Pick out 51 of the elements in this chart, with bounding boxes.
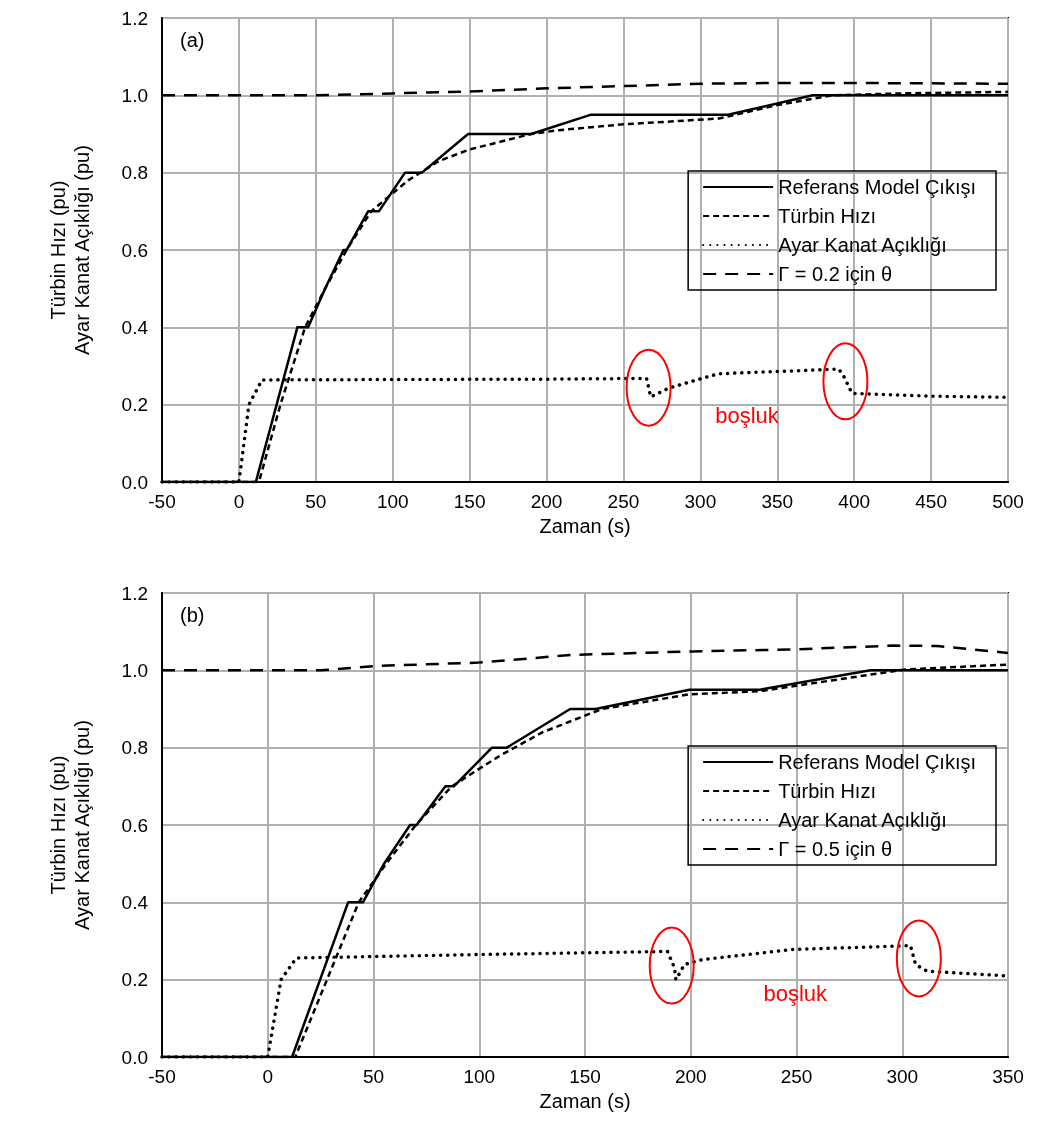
y-tick-label: 1.0 xyxy=(121,84,148,106)
x-tick-label: 100 xyxy=(463,1066,496,1087)
x-tick-label: 500 xyxy=(992,491,1024,512)
y-tick-label: 0.6 xyxy=(121,239,148,261)
x-tick-label: 50 xyxy=(305,491,327,512)
x-tick-label: 200 xyxy=(674,1066,707,1087)
y-tick-label: 0.0 xyxy=(121,1046,148,1068)
y-tick-label: 0.4 xyxy=(121,316,149,338)
annotation: (a) xyxy=(180,29,205,51)
legend-label: Ayar Kanat Açıklığı xyxy=(778,809,947,832)
x-tick-label: 300 xyxy=(886,1066,919,1087)
legend-label: Referans Model Çıkışı xyxy=(778,751,977,774)
x-axis-title: Zaman (s) xyxy=(539,515,631,537)
x-tick-label: 0 xyxy=(262,1066,274,1087)
annotation: boşluk xyxy=(763,981,829,1007)
y-tick-label: 0.0 xyxy=(121,471,148,493)
x-tick-label: 250 xyxy=(780,1066,813,1087)
x-axis-title: Zaman (s) xyxy=(539,1090,631,1112)
x-tick-label: 400 xyxy=(838,491,871,512)
y-tick-label: 0.2 xyxy=(121,969,148,991)
x-tick-label: 50 xyxy=(362,1066,385,1087)
x-tick-label: 250 xyxy=(607,491,640,512)
x-tick-label: -50 xyxy=(148,1066,176,1087)
x-tick-label: -50 xyxy=(148,491,176,512)
x-tick-label: 350 xyxy=(992,1066,1024,1087)
annotation: boşluk xyxy=(715,403,780,429)
y-tick-label: 0.6 xyxy=(121,814,148,836)
legend-label: Türbin Hızı xyxy=(778,780,876,803)
x-tick-label: 450 xyxy=(915,491,947,512)
y-axis-title: Türbin Hızı (pu) Ayar Kanat Açıklığı (pu) xyxy=(47,720,93,930)
y-tick-label: 0.4 xyxy=(121,891,149,913)
x-tick-label: 100 xyxy=(376,491,409,512)
x-tick-label: 150 xyxy=(569,1066,601,1087)
x-tick-label: 300 xyxy=(684,491,717,512)
y-axis-title: Türbin Hızı (pu) Ayar Kanat Açıklığı (pu) xyxy=(47,145,93,355)
y-tick-label: 1.2 xyxy=(121,7,148,29)
x-tick-label: 0 xyxy=(233,491,245,512)
y-tick-label: 0.8 xyxy=(121,737,148,759)
annotation: (b) xyxy=(180,604,205,626)
y-tick-label: 0.8 xyxy=(121,162,148,184)
x-tick-label: 350 xyxy=(761,491,794,512)
y-tick-label: 1.0 xyxy=(121,659,148,681)
legend-label: Türbin Hızı xyxy=(778,205,876,228)
x-tick-label: 150 xyxy=(453,491,486,512)
x-tick-label: 200 xyxy=(530,491,563,512)
legend-label: Referans Model Çıkışı xyxy=(778,176,977,199)
legend-label: Ayar Kanat Açıklığı xyxy=(778,234,947,257)
legend-label: Γ = 0.2 için θ xyxy=(778,263,893,286)
y-tick-label: 0.2 xyxy=(121,394,148,416)
legend-label: Γ = 0.5 için θ xyxy=(778,838,893,861)
y-tick-label: 1.2 xyxy=(121,582,148,604)
